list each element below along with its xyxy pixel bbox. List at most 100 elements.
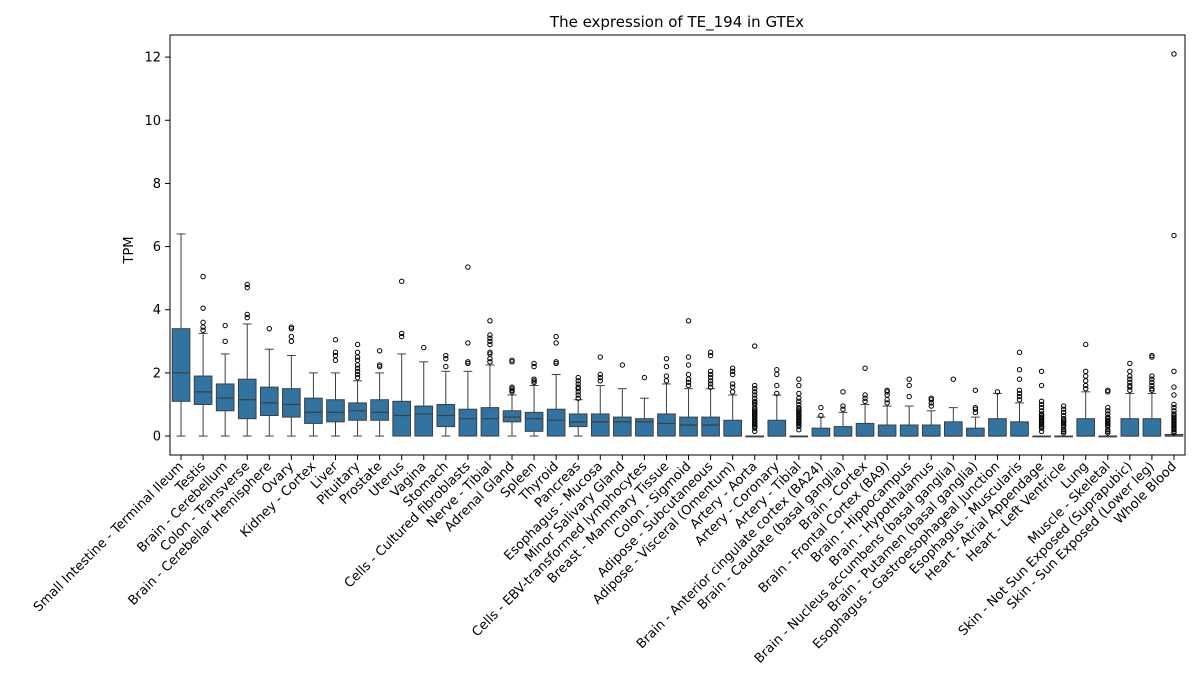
outlier-point [553,333,559,340]
box [370,399,389,421]
box [171,328,191,402]
outlier-point [332,337,339,343]
outlier-point [1016,387,1023,393]
outlier-point [685,382,692,389]
outlier-point [796,395,802,401]
outlier-point [443,352,449,359]
box [215,383,235,412]
box-group [701,349,720,437]
outlier-point [619,362,626,368]
box-group [1120,360,1140,437]
box-group [723,365,742,437]
outlier-point [1038,411,1045,417]
box-group [304,372,323,437]
box-group [590,354,610,437]
outlier-point [641,374,648,381]
box [877,424,897,437]
box-group [1010,349,1029,437]
outlier-point [597,378,603,384]
outlier-point [1105,417,1111,423]
outlier-point [354,371,361,378]
outlier-point [1171,51,1177,57]
outlier-point [1083,385,1089,392]
outlier-point [1149,376,1155,382]
box [966,427,985,437]
outlier-point [1038,398,1045,405]
box [723,419,742,437]
outlier-point [1171,411,1177,417]
outlier-point [928,403,934,409]
box [855,422,875,437]
box [568,413,588,428]
outlier-point [685,318,692,324]
outlier-point [796,376,802,382]
box [590,413,610,437]
box [811,427,831,437]
outlier-point [884,400,890,406]
y-tick-label: 8 [153,177,161,192]
box-group [921,395,941,437]
outlier-point [575,395,581,401]
box-group [1076,341,1096,437]
outlier-point [1083,368,1089,375]
outlier-point [200,273,206,280]
outlier-point [354,362,361,368]
box-group [480,318,500,437]
box-group [767,367,787,437]
box [767,419,787,437]
box [193,375,213,405]
box-group [392,278,412,437]
outlier-point [332,352,339,359]
outlier-point [465,360,471,367]
outlier-point [774,382,780,389]
outlier-point [1171,384,1177,390]
outlier-point [707,384,714,390]
outlier-point [200,324,206,330]
outlier-point [553,340,559,346]
axes-frame [169,34,1186,456]
outlier-point [509,359,515,365]
outlier-point [1016,397,1023,403]
outlier-point [752,392,758,398]
outlier-point [1105,404,1111,411]
box [943,421,963,437]
outlier-point [752,401,758,408]
box [921,424,941,437]
outlier-point [972,387,979,393]
outlier-point [1038,408,1045,414]
outlier-point [244,284,250,291]
box [657,413,676,437]
outlier-point [244,314,250,321]
outlier-point [818,412,824,419]
outlier-point [884,397,890,403]
outlier-point [354,354,361,360]
outlier-point [862,395,868,401]
outlier-point [796,401,802,408]
outlier-point [1171,368,1177,375]
outlier-point [509,384,515,390]
outlier-point [1060,415,1067,422]
outlier-point [1127,382,1133,389]
outlier-point [200,305,206,311]
outlier-point [553,359,559,365]
box-group [414,344,434,437]
box-group [502,357,522,437]
outlier-point [1171,408,1177,414]
outlier-point [222,338,228,345]
outlier-point [685,354,692,360]
outlier-point [200,319,206,326]
outlier-point [950,376,957,382]
outlier-point [1127,360,1133,367]
outlier-point [1016,393,1023,400]
outlier-point [421,344,427,351]
box-group [259,325,279,437]
box [1076,418,1096,437]
outlier-point [707,368,714,375]
outlier-point [465,264,471,270]
box [304,397,323,424]
box-group [348,341,367,437]
outlier-point [796,398,802,405]
outlier-point [752,408,758,414]
box [458,408,478,437]
